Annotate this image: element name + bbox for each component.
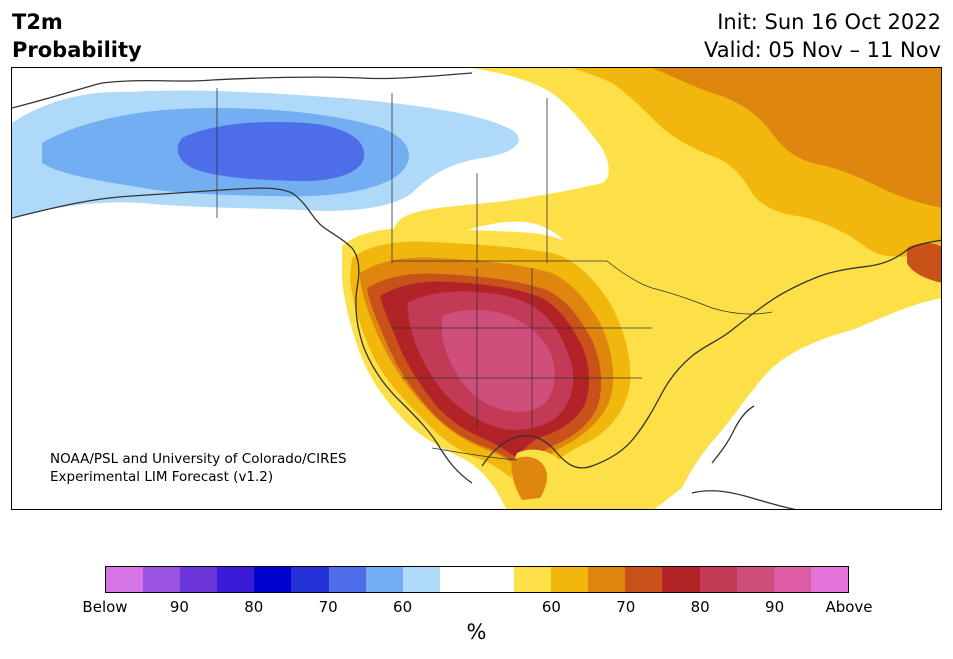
colorbar-segment — [217, 567, 255, 592]
forecast-map: NOAA/PSL and University of Colorado/CIRE… — [11, 67, 942, 510]
probability-colorbar — [105, 566, 849, 593]
date-info: Init: Sun 16 Oct 2022 Valid: 05 Nov – 11… — [704, 8, 941, 64]
colorbar-segment — [810, 567, 848, 592]
colorbar-tick-labels: Below 90 80 70 60 60 70 80 90 Above — [0, 598, 953, 618]
colorbar-segment — [662, 567, 700, 592]
colorbar-tick-label: 60 — [541, 598, 561, 616]
colorbar-tick-label: 90 — [765, 598, 785, 616]
colorbar-segment — [476, 567, 515, 592]
above-75-region-mexico — [511, 456, 547, 500]
colorbar-tick-label: 70 — [616, 598, 636, 616]
colorbar-segment — [328, 567, 366, 592]
map-canvas — [12, 68, 941, 509]
colorbar-segment — [736, 567, 774, 592]
product-label: Probability — [12, 38, 142, 62]
colorbar-segment — [625, 567, 663, 592]
colorbar-segment — [773, 567, 811, 592]
colorbar-tick-label: Above — [825, 598, 873, 616]
colorbar-segment — [551, 567, 589, 592]
coastlines — [12, 72, 941, 509]
colorbar-tick-label: 80 — [244, 598, 264, 616]
colorbar-segment — [588, 567, 626, 592]
above-75-region-northeast — [652, 68, 941, 208]
credit-line-2: Experimental LIM Forecast (v1.2) — [50, 469, 274, 485]
init-date: Init: Sun 16 Oct 2022 — [717, 10, 941, 34]
colorbar-tick-label: 70 — [318, 598, 338, 616]
colorbar-segment — [514, 567, 552, 592]
below-80-region — [177, 121, 365, 182]
borders — [216, 88, 773, 461]
figure-title: T2m Probability — [12, 8, 142, 64]
colorbar-units: % — [466, 620, 487, 644]
above-80-region-labrador — [907, 243, 941, 283]
colorbar-tick-label: 90 — [169, 598, 189, 616]
colorbar-segment — [254, 567, 292, 592]
colorbar-tick-label: 60 — [393, 598, 413, 616]
colorbar-segment — [439, 567, 477, 592]
map-credit: NOAA/PSL and University of Colorado/CIRE… — [50, 450, 347, 486]
colorbar-segment — [106, 567, 144, 592]
colorbar-segment — [143, 567, 181, 592]
colorbar-segment — [180, 567, 218, 592]
colorbar-segment — [402, 567, 440, 592]
colorbar-segment — [291, 567, 329, 592]
colorbar-tick-label: Below — [82, 598, 128, 616]
colorbar-tick-label: 80 — [690, 598, 710, 616]
credit-line-1: NOAA/PSL and University of Colorado/CIRE… — [50, 451, 347, 467]
valid-range: Valid: 05 Nov – 11 Nov — [704, 38, 941, 62]
colorbar-segment — [699, 567, 737, 592]
colorbar-segment — [365, 567, 403, 592]
variable-label: T2m — [12, 10, 63, 34]
above-95-region-west — [442, 309, 555, 412]
